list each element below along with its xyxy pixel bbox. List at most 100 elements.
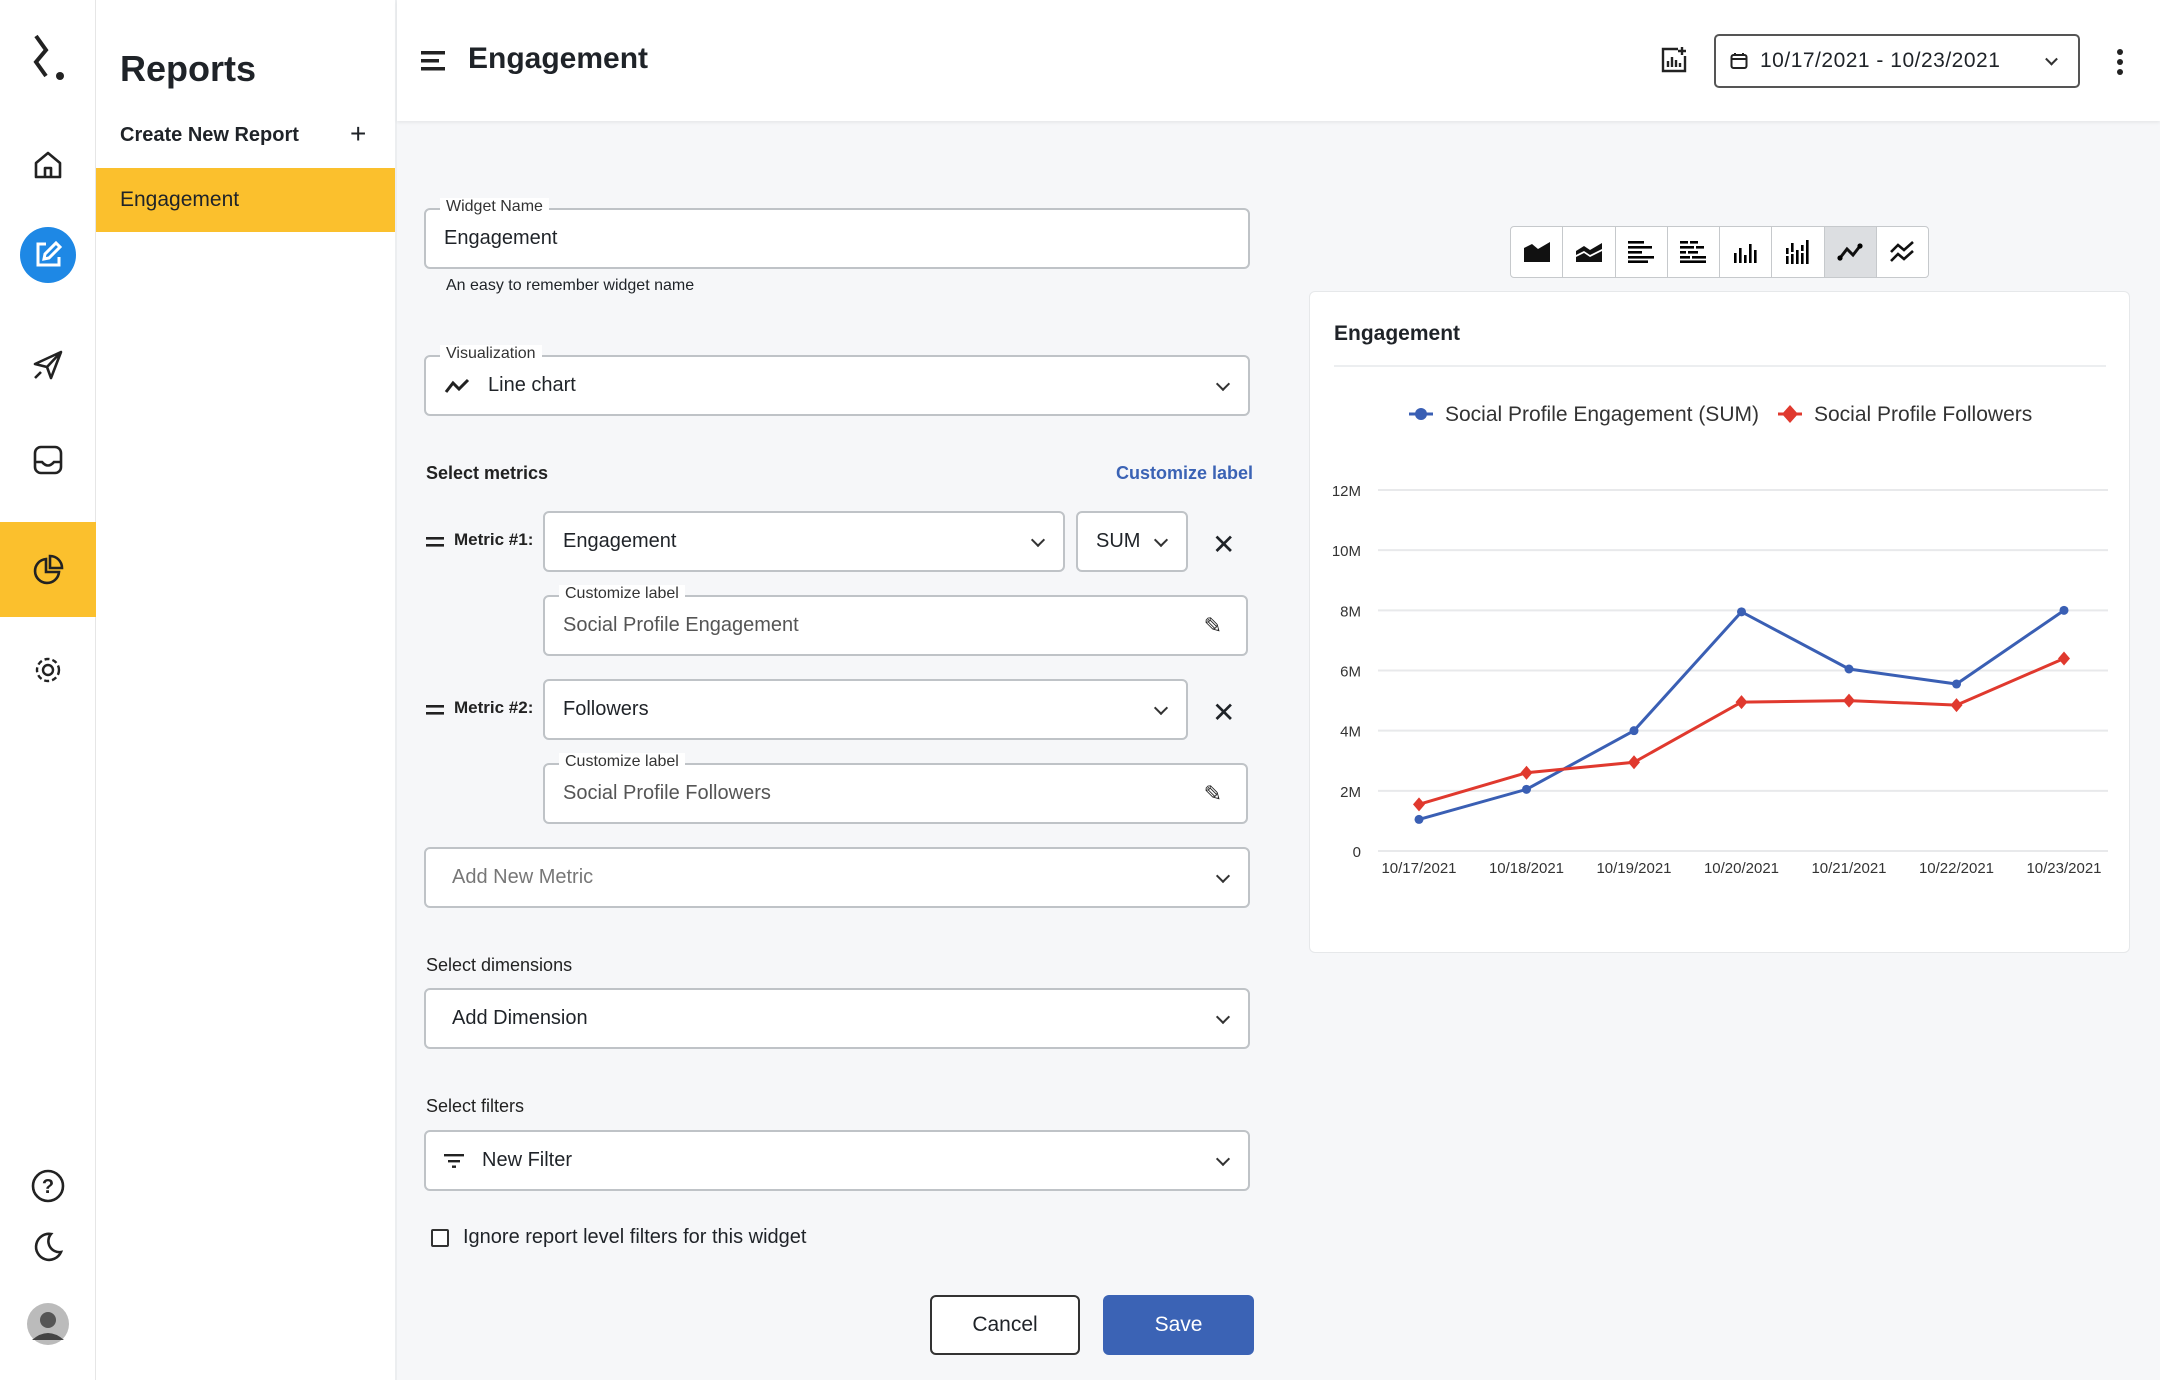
remove-metric-1-icon[interactable]: ✕: [1212, 529, 1236, 560]
data-point: [1843, 693, 1855, 708]
add-metric-placeholder: Add New Metric: [452, 866, 594, 888]
drag-handle-icon[interactable]: [426, 703, 444, 721]
send-icon[interactable]: [0, 335, 96, 395]
plus-icon[interactable]: +: [350, 118, 367, 149]
y-tick-label: 0: [1353, 844, 1361, 861]
data-point: [1844, 664, 1854, 674]
logo-icon: [0, 28, 96, 88]
stacked-horizontal-bar-chart-icon[interactable]: [1668, 227, 1720, 277]
data-point: [2059, 605, 2069, 615]
filter-icon: [444, 1153, 464, 1168]
calendar-icon: [1730, 53, 1748, 69]
add-dimension-select[interactable]: Add Dimension: [424, 988, 1250, 1049]
legend-label: Social Profile Engagement (SUM): [1445, 403, 1759, 426]
line-chart-icon: [444, 378, 470, 393]
legend-label: Social Profile Followers: [1814, 403, 2032, 426]
metric-1-label: Metric #1:: [454, 530, 534, 549]
cancel-button[interactable]: Cancel: [930, 1295, 1080, 1355]
legend-marker: [1415, 408, 1427, 420]
new-filter-value: New Filter: [482, 1149, 573, 1171]
ignore-filters-label: Ignore report level filters for this wid…: [463, 1226, 807, 1248]
add-dimension-value: Add Dimension: [452, 1007, 588, 1029]
line-chart-type-icon[interactable]: [1824, 227, 1877, 277]
legend-marker: [1782, 405, 1798, 423]
chevron-down-icon: [2045, 52, 2058, 66]
multi-line-chart-icon[interactable]: [1877, 227, 1928, 277]
x-tick-label: 10/17/2021: [1381, 860, 1456, 877]
widget-name-helper: An easy to remember widget name: [446, 277, 695, 294]
ignore-filters-checkbox[interactable]: [431, 1229, 449, 1247]
chart-preview-card: Engagement: [1309, 291, 2130, 953]
new-filter-select[interactable]: New Filter: [424, 1130, 1250, 1191]
chart-type-toolbar: [1510, 226, 1929, 278]
widget-name-value: Engagement: [444, 227, 558, 249]
widget-name-input[interactable]: Widget Name Engagement: [424, 198, 1250, 269]
customize-label: Customize label: [559, 753, 685, 771]
add-chart-icon[interactable]: [1660, 46, 1688, 79]
area-chart-icon[interactable]: [1511, 227, 1564, 277]
chevron-down-icon: [1030, 532, 1046, 547]
icon-rail: ?: [0, 0, 96, 1380]
chevron-down-icon: [1215, 1009, 1231, 1024]
reports-icon[interactable]: [0, 522, 96, 617]
y-tick-label: 2M: [1340, 784, 1361, 801]
x-tick-label: 10/21/2021: [1811, 860, 1886, 877]
metric-1-value: Engagement: [563, 530, 677, 552]
dark-mode-icon[interactable]: [0, 1217, 96, 1277]
avatar[interactable]: [0, 1294, 96, 1354]
data-point: [1950, 698, 1963, 713]
chevron-down-icon: [1215, 376, 1231, 391]
data-point: [1629, 726, 1639, 736]
chevron-down-icon: [1215, 1151, 1231, 1166]
data-point: [1522, 784, 1531, 794]
line-chart: 0 2M 4M 6M 8M 10M 12M 10/17/2021 10/18/2021 10/19…: [1332, 403, 2108, 877]
edit-icon[interactable]: [0, 225, 96, 285]
x-tick-label: 10/18/2021: [1489, 860, 1564, 877]
data-point: [2058, 651, 2070, 666]
visualization-value: Line chart: [488, 374, 576, 396]
pencil-icon[interactable]: ✎: [1203, 781, 1222, 806]
create-new-report-link[interactable]: Create New Report: [120, 124, 299, 146]
metric-2-select[interactable]: Followers: [543, 679, 1188, 740]
settings-icon[interactable]: [0, 640, 96, 700]
add-metric-select[interactable]: Add New Metric: [424, 847, 1250, 908]
aggregation-select[interactable]: SUM: [1076, 511, 1188, 572]
customize-label-link[interactable]: Customize label: [1116, 463, 1254, 483]
data-point: [1413, 797, 1425, 812]
y-tick-label: 10M: [1332, 543, 1361, 560]
stacked-column-chart-icon[interactable]: [1772, 227, 1825, 277]
inbox-icon[interactable]: [0, 430, 96, 490]
x-tick-label: 10/19/2021: [1596, 860, 1671, 877]
pencil-icon[interactable]: ✎: [1203, 613, 1222, 638]
select-dimensions-label: Select dimensions: [426, 955, 573, 975]
widget-name-label: Widget Name: [440, 198, 549, 216]
select-filters-label: Select filters: [426, 1096, 525, 1116]
stacked-area-chart-icon[interactable]: [1563, 227, 1616, 277]
metric-1-select[interactable]: Engagement: [543, 511, 1065, 572]
visualization-label: Visualization: [440, 345, 542, 363]
metric-1-custom-value: Social Profile Engagement: [563, 614, 799, 636]
chart-title: Engagement: [1334, 322, 1461, 345]
y-tick-label: 4M: [1340, 724, 1361, 741]
metric-1-custom-label-input[interactable]: Customize label Social Profile Engagement…: [543, 585, 1248, 656]
divider: [1334, 365, 2106, 367]
home-icon[interactable]: [0, 135, 96, 195]
menu-icon[interactable]: [421, 50, 445, 77]
chevron-down-icon: [1215, 868, 1231, 883]
more-options-icon[interactable]: [2116, 48, 2124, 81]
visualization-select[interactable]: Visualization Line chart: [424, 345, 1250, 416]
remove-metric-2-icon[interactable]: ✕: [1212, 697, 1236, 728]
date-range-value: 10/17/2021 - 10/23/2021: [1760, 49, 2001, 72]
metric-2-custom-label-input[interactable]: Customize label Social Profile Followers ✎: [543, 753, 1248, 824]
data-point: [1952, 679, 1961, 689]
data-point: [1628, 755, 1640, 770]
drag-handle-icon[interactable]: [426, 535, 444, 553]
save-button[interactable]: Save: [1103, 1295, 1254, 1355]
sidebar-item-engagement[interactable]: Engagement: [96, 168, 395, 232]
reports-sidebar: Reports Create New Report + Engagement: [96, 0, 397, 1380]
help-icon[interactable]: ?: [0, 1156, 96, 1216]
date-range-picker[interactable]: 10/17/2021 - 10/23/2021: [1714, 34, 2080, 88]
horizontal-bar-chart-icon[interactable]: [1616, 227, 1668, 277]
column-chart-icon[interactable]: [1720, 227, 1773, 277]
y-tick-label: 12M: [1332, 483, 1361, 500]
